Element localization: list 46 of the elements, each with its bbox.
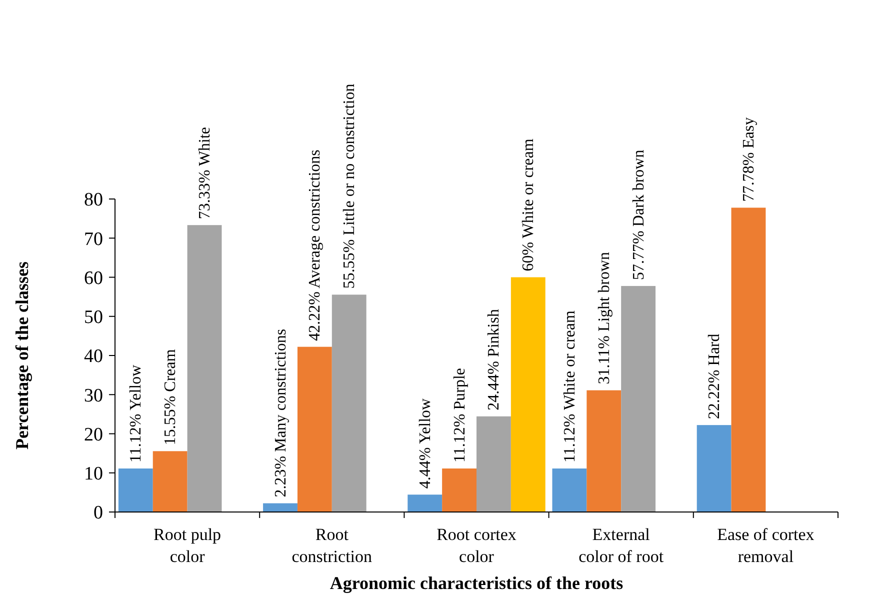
bar	[442, 468, 476, 512]
bar	[118, 468, 153, 512]
bar	[152, 451, 188, 512]
bar	[696, 425, 732, 512]
y-tick-label: 60	[84, 268, 103, 289]
data-label: 60% White or cream	[520, 138, 538, 272]
data-label: 15.55% Cream	[162, 348, 180, 446]
y-axis-title: Percentage of the classes	[12, 261, 32, 450]
x-tick-label: External color of root	[578, 525, 664, 566]
y-tick-label: 0	[94, 502, 103, 524]
data-label: 4.44% Yellow	[416, 398, 434, 489]
bar	[408, 494, 442, 512]
x-tick-label: Root pulp color	[154, 525, 222, 566]
y-tick-label: 10	[84, 464, 103, 485]
bar	[731, 208, 766, 512]
bar	[187, 225, 222, 512]
y-tick-label: 40	[84, 346, 103, 368]
y-tick-label: 70	[84, 228, 103, 250]
x-tick-label: Root constriction	[292, 525, 373, 566]
bar	[263, 503, 298, 512]
bar	[297, 346, 332, 512]
y-tick-label: 50	[84, 307, 103, 328]
bar	[476, 416, 511, 512]
data-label: 22.22% Hard	[706, 334, 724, 420]
x-axis-title: Agronomic characteristics of the roots	[330, 573, 624, 593]
data-label: 73.33% White	[196, 126, 214, 220]
data-label: 77.78% Easy	[740, 117, 758, 202]
data-label: 55.55% Little or no constriction	[341, 84, 358, 289]
y-tick-label: 20	[84, 424, 103, 446]
data-label: 11.12% White or cream	[561, 310, 578, 462]
data-label: 11.12% Purple	[451, 368, 468, 462]
data-label: 2.23% Many constrictions	[272, 328, 290, 498]
y-tick-label: 80	[84, 190, 103, 211]
data-label: 11.12% Yellow	[128, 364, 145, 462]
bar	[621, 286, 656, 512]
data-label: 24.44% Pinkish	[486, 309, 503, 410]
bar	[510, 277, 546, 512]
x-tick-label: Root cortex color	[436, 525, 517, 566]
data-label: 42.22% Average constrictions	[306, 150, 324, 341]
bar	[552, 468, 587, 512]
data-label: 57.77% Dark brown	[630, 150, 648, 280]
bar	[332, 294, 366, 512]
y-tick-label: 30	[84, 385, 103, 406]
data-label: 31.11% Light brown	[596, 252, 613, 384]
x-tick-label: Ease of cortex removal	[717, 525, 815, 566]
bar	[586, 390, 622, 512]
